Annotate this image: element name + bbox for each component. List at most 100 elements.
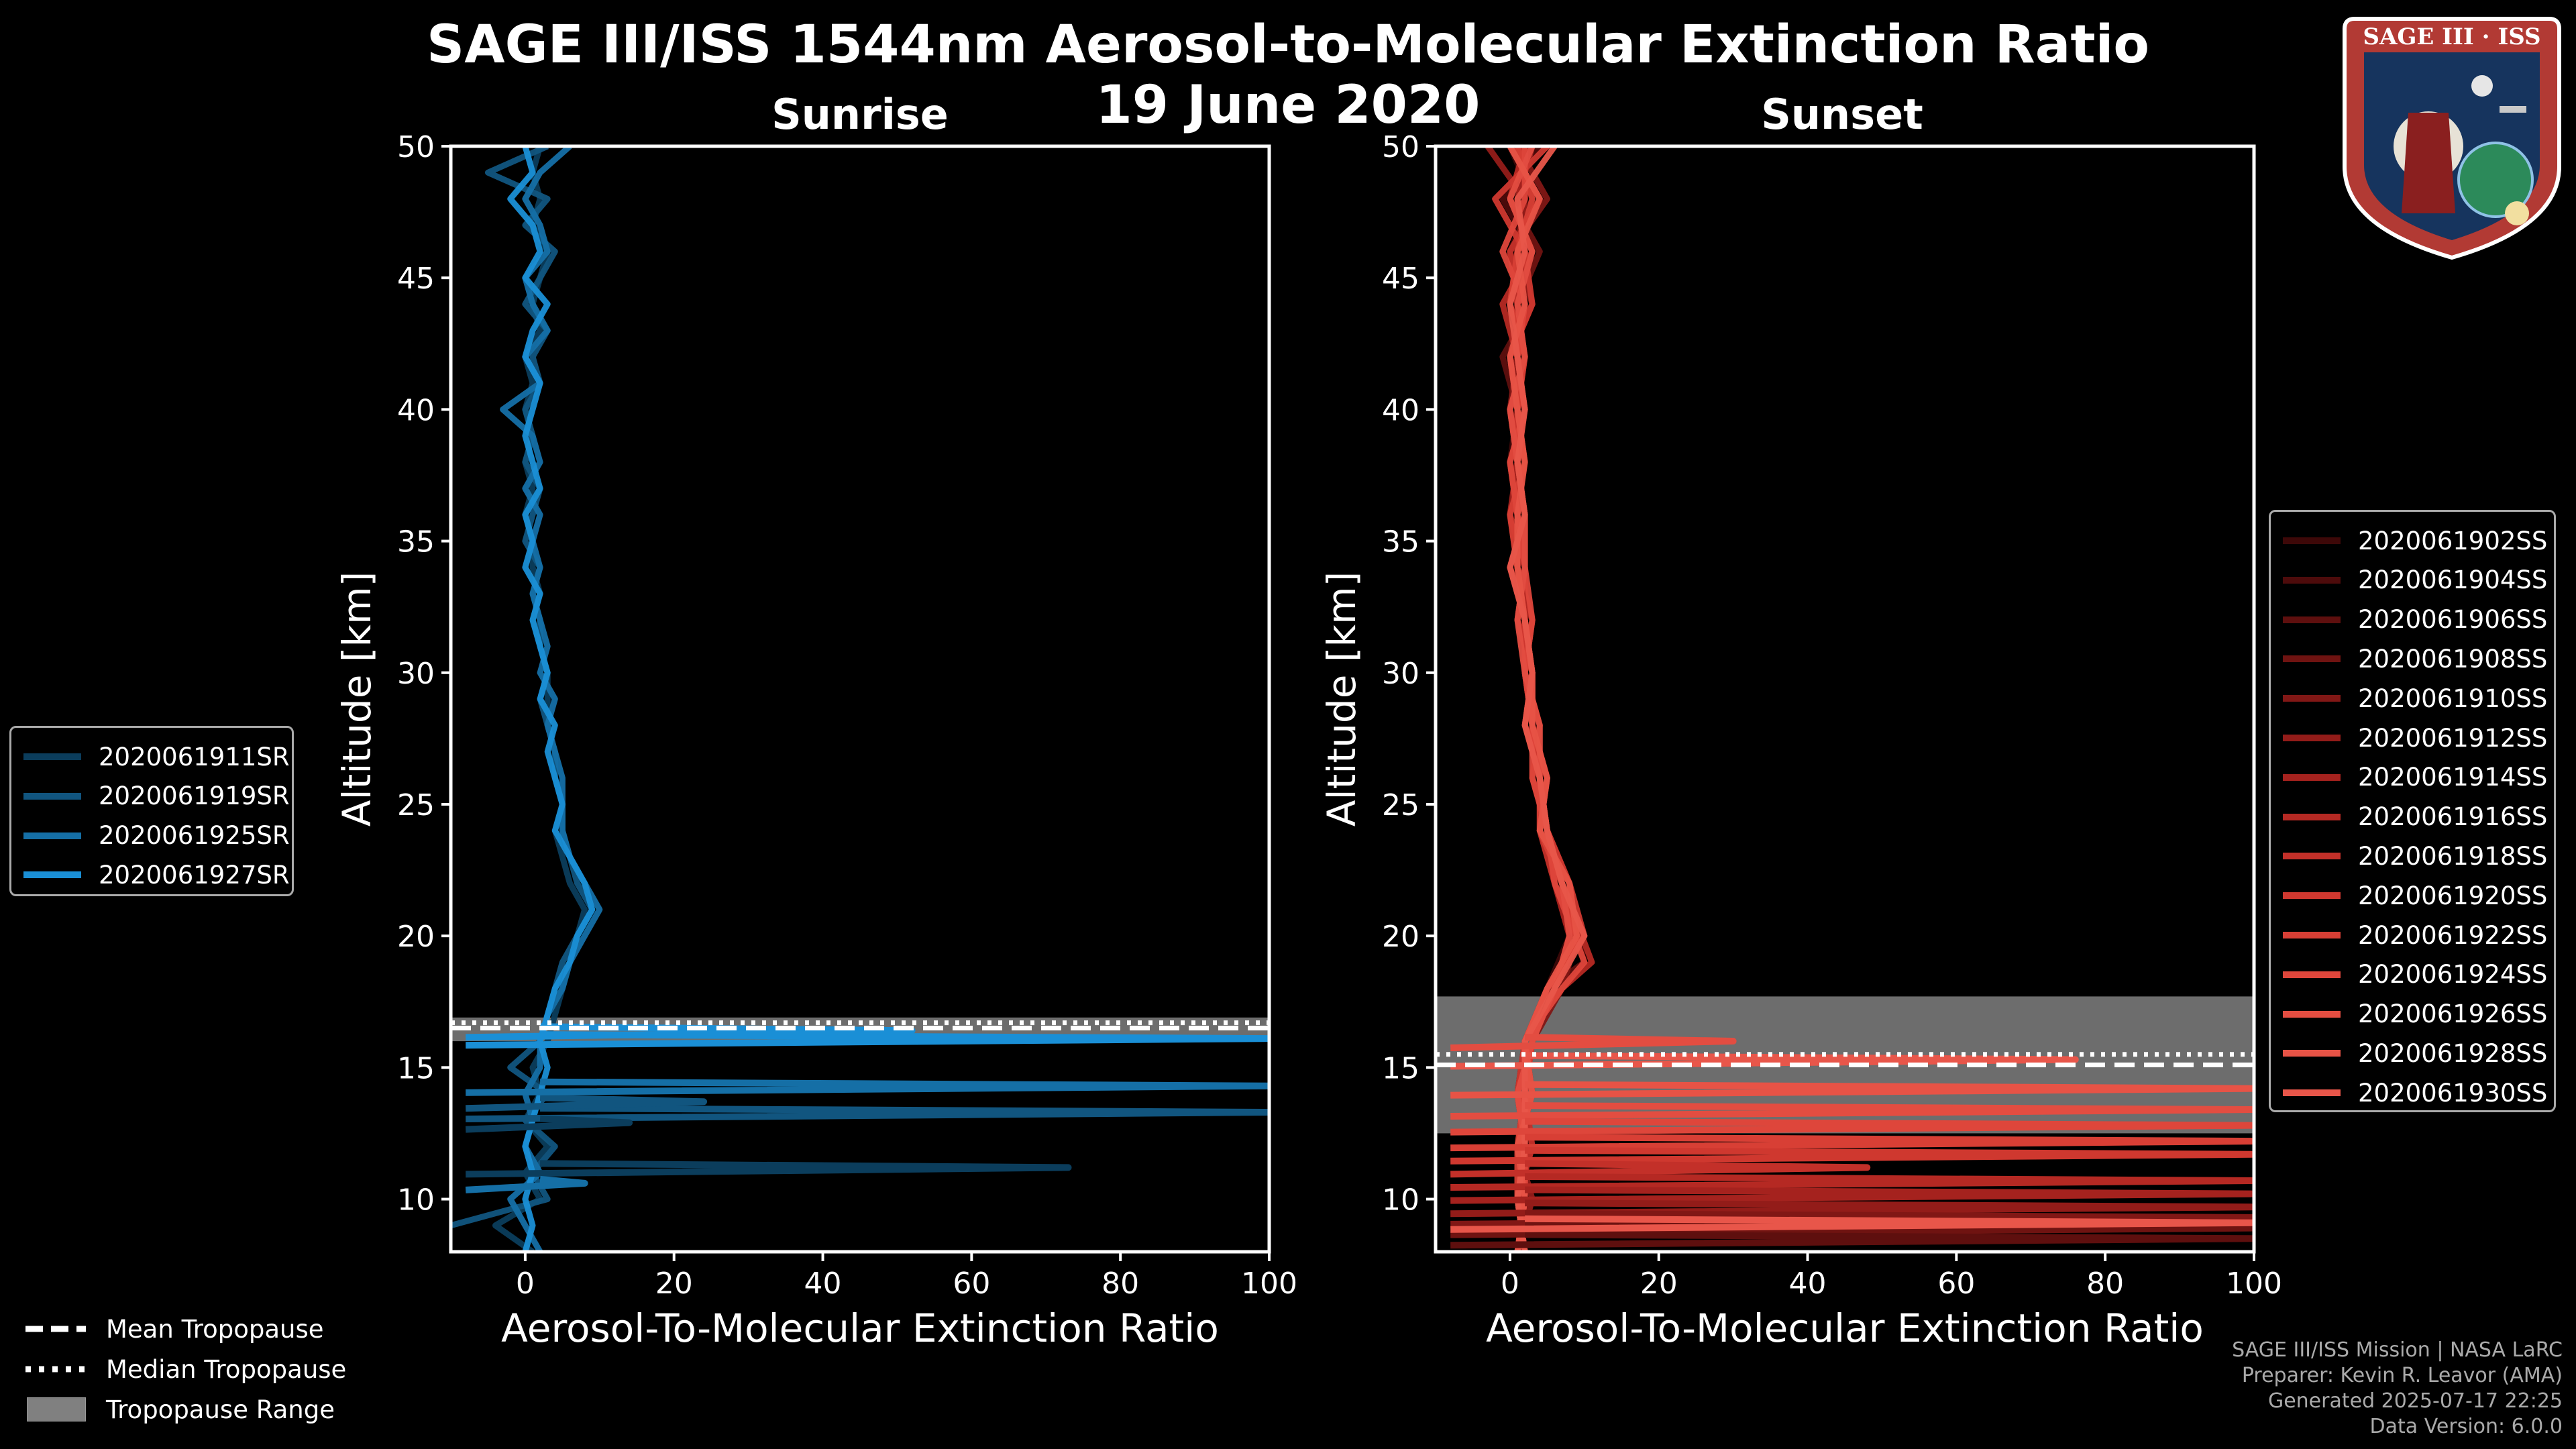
sunset-ytick-label: 40 [1382,393,1419,427]
sunset-xtick-label: 0 [1501,1267,1519,1301]
legend-label: 2020061914SS [2358,763,2548,792]
legend-mean-tropopause: Mean Tropopause [20,1309,324,1348]
legend-swatch [2283,655,2341,663]
tropopause-legend: Mean Tropopause Median Tropopause Tropop… [20,1309,396,1430]
legend-swatch [2283,1050,2341,1057]
sunrise-xtick-label: 60 [953,1267,990,1301]
legend-swatch [2283,892,2341,900]
sunset-spike-6 [1450,1160,1871,1178]
legend-swatch [2283,853,2341,860]
legend-swatch [23,832,81,839]
legend-item-2020061930SS: 2020061930SS [2271,1073,2547,1112]
sunset-ytick-label: 15 [1382,1051,1419,1085]
legend-swatch [2283,735,2341,741]
legend-label: 2020061922SS [2358,920,2548,950]
sunset-spike-2 [1450,1102,2254,1120]
sunrise-spike-6 [465,1115,633,1133]
sunrise-xtick-label: 80 [1102,1267,1139,1301]
sunset-ytick-label: 25 [1382,788,1419,822]
chart-date: 19 June 2020 [1095,75,1481,136]
legend-tropopause-range: Tropopause Range [20,1390,335,1429]
sunset-ytick-label: 50 [1382,130,1419,164]
legend-item-2020061928SS: 2020061928SS [2271,1034,2547,1073]
legend-swatch [2283,1089,2341,1097]
sunset-spike-14 [1450,1215,2254,1233]
sunrise-ytick-label: 25 [397,788,435,822]
sunset-legend: 2020061902SS 2020061904SS 2020061906SS 2020… [2269,510,2556,1112]
sunset-xtick-label: 60 [1937,1267,1975,1301]
legend-label: 2020061908SS [2358,644,2548,674]
legend-item-2020061908SS: 2020061908SS [2271,639,2547,678]
sunset-spike-8 [1450,1186,2254,1204]
legend-swatch [23,871,81,879]
sunrise-spike-3 [466,1078,1269,1096]
legend-label: 2020061927SR [99,860,290,890]
sunrise-series-2020061925SR [500,146,603,1252]
legend-swatch [2283,813,2341,820]
sunset-ytick-label: 10 [1382,1183,1419,1218]
sunrise-ylabel: Altitude [km] [334,572,380,826]
sunset-spike-4 [1450,1134,2254,1152]
legend-median-tropopause: Median Tropopause [20,1350,346,1389]
legend-swatch [2283,576,2341,584]
sunset-spike-12 [1450,1231,2254,1249]
legend-swatch [2283,773,2341,781]
sunset-ytick-label: 20 [1382,920,1419,954]
credits: SAGE III/ISS Mission | NASA LaRC Prepare… [2232,1338,2563,1440]
legend-item-2020061925SR: 2020061925SR [11,816,290,855]
legend-item-2020061916SS: 2020061916SS [2271,798,2547,837]
sunset-plot-area [1436,146,2254,1252]
sunrise-ytick-label: 30 [397,657,435,691]
legend-label: 2020061918SS [2358,841,2548,871]
legend-item-2020061904SS: 2020061904SS [2271,561,2547,600]
legend-label: 2020061930SS [2358,1078,2548,1108]
sunrise-spike-0 [466,1160,1072,1178]
credit-version: Data Version: 6.0.0 [2369,1415,2563,1438]
legend-item-2020061911SR: 2020061911SR [11,737,290,776]
legend-label: 2020061916SS [2358,802,2548,832]
legend-item-2020061920SS: 2020061920SS [2271,876,2547,915]
sunrise-ytick-label: 15 [397,1051,435,1085]
legend-item-2020061922SS: 2020061922SS [2271,916,2547,955]
sunrise-panel: 0 20 40 60 80 100 10 15 20 25 30 35 40 45 50 Aerosol-To… [334,90,1297,1351]
sunrise-ytick-label: 10 [397,1183,435,1218]
dashed-line-icon [25,1326,86,1332]
sunrise-ytick-label: 35 [397,525,435,559]
legend-item-2020061914SS: 2020061914SS [2271,758,2547,797]
legend-swatch [23,753,81,760]
sunset-ytick-label: 35 [1382,525,1419,559]
sunrise-ytick-label: 50 [397,130,435,164]
sunset-xlabel: Aerosol-To-Molecular Extinction Ratio [1486,1305,2204,1351]
legend-label: 2020061906SS [2358,605,2548,635]
legend-item-2020061927SR: 2020061927SR [11,855,290,894]
sunset-xtick-label: 20 [1640,1267,1678,1301]
sunset-ylabel: Altitude [km] [1319,572,1364,826]
sunset-ytick-label: 45 [1382,262,1419,296]
sunrise-ytick-label: 40 [397,393,435,427]
sunrise-xlabel: Aerosol-To-Molecular Extinction Ratio [501,1305,1219,1351]
sunrise-xtick-label: 20 [655,1267,693,1301]
legend-label: 2020061919SR [99,782,290,811]
sunset-spike-7 [1450,1173,2254,1191]
legend-swatch [2283,695,2341,702]
sunset-xtick-label: 40 [1789,1267,1827,1301]
sunrise-series-2020061919SR [451,146,596,1229]
credit-generated: Generated 2025-07-17 22:25 [2267,1389,2563,1413]
sunset-xtick-label: 80 [2086,1267,2124,1301]
legend-item-2020061906SS: 2020061906SS [2271,600,2547,639]
sunrise-xtick-label: 100 [1241,1267,1297,1301]
sunset-spike-5 [1450,1146,2254,1165]
dotted-line-icon [25,1366,86,1373]
legend-label: 2020061911SR [99,742,290,771]
legend-label: 2020061912SS [2358,723,2548,753]
legend-item-2020061910SS: 2020061910SS [2271,679,2547,718]
sunset-axes-frame [1434,144,2256,1254]
sunrise-axes-frame [449,144,1271,1254]
sunrise-legend: 2020061911SR 2020061919SR 2020061925SR 2020… [9,726,294,896]
logo-text: SAGE III · ISS [2363,23,2540,50]
legend-swatch [2283,932,2341,938]
legend-label: 2020061925SR [99,821,290,851]
sage-iii-iss-logo: SAGE III · ISS [2343,17,2561,260]
legend-swatch [2283,971,2341,978]
sunrise-ytick-label: 45 [397,262,435,296]
